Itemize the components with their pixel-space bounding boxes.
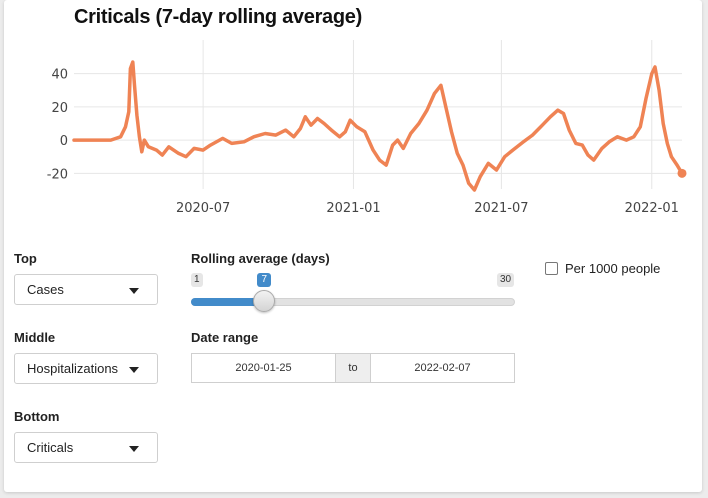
slider-max-label: 30 — [497, 273, 515, 287]
middle-select[interactable]: Hospitalizations — [14, 353, 158, 384]
bottom-select-value: Criticals — [27, 440, 74, 455]
y-tick-label: 0 — [60, 134, 68, 149]
top-label: Top — [14, 251, 37, 266]
rolling-average-slider-handle[interactable] — [253, 290, 276, 312]
rolling-average-slider-fill — [191, 298, 265, 306]
chevron-down-icon — [129, 288, 139, 294]
date-range-separator: to — [336, 353, 370, 383]
chart-title: Criticals (7-day rolling average) — [74, 6, 362, 28]
middle-label: Middle — [14, 330, 56, 345]
chevron-down-icon — [129, 367, 139, 373]
top-select-value: Cases — [27, 282, 64, 297]
chevron-down-icon — [129, 446, 139, 452]
top-select[interactable]: Cases — [14, 274, 158, 305]
slider-min-label: 1 — [191, 273, 203, 287]
x-tick-label: 2022-01 — [625, 201, 679, 216]
date-end-input[interactable]: 2022-02-07 — [370, 353, 515, 383]
criticals-series-line — [72, 60, 684, 192]
bottom-label: Bottom — [14, 409, 60, 424]
y-tick-label: -20 — [47, 167, 68, 182]
rolling-average-label: Rolling average (days) — [191, 251, 330, 266]
date-range-label: Date range — [191, 330, 259, 345]
bottom-select[interactable]: Criticals — [14, 432, 158, 463]
x-tick-label: 2020-07 — [176, 201, 230, 216]
x-tick-label: 2021-01 — [326, 201, 380, 216]
per-1000-checkbox[interactable] — [545, 262, 558, 275]
series-end-point — [677, 168, 687, 178]
y-tick-label: 40 — [51, 68, 68, 83]
per-1000-label: Per 1000 people — [565, 261, 661, 276]
slider-value-label: 7 — [257, 273, 272, 287]
date-start-input[interactable]: 2020-01-25 — [191, 353, 336, 383]
criticals-line-chart: 40 20 0 -20 2020-07 2021-01 2021-07 2022-01 — [47, 40, 687, 216]
y-tick-label: 20 — [51, 101, 68, 116]
x-tick-label: 2021-07 — [474, 201, 528, 216]
middle-select-value: Hospitalizations — [27, 361, 119, 376]
